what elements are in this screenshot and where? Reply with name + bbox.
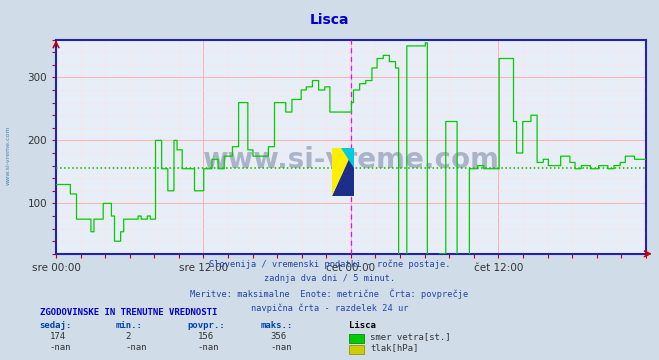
Text: navpična črta - razdelek 24 ur: navpična črta - razdelek 24 ur <box>251 303 408 312</box>
Text: sedaj:: sedaj: <box>40 321 72 330</box>
Text: -nan: -nan <box>125 343 147 352</box>
Text: povpr.:: povpr.: <box>188 321 225 330</box>
Text: 174: 174 <box>49 332 65 341</box>
Text: www.si-vreme.com: www.si-vreme.com <box>5 125 11 185</box>
Text: 356: 356 <box>270 332 286 341</box>
Text: maks.:: maks.: <box>260 321 293 330</box>
Polygon shape <box>332 148 355 195</box>
Text: 2: 2 <box>125 332 130 341</box>
Text: tlak[hPa]: tlak[hPa] <box>370 343 418 352</box>
Text: www.si-vreme.com: www.si-vreme.com <box>202 145 500 174</box>
Text: 156: 156 <box>198 332 214 341</box>
Text: ZGODOVINSKE IN TRENUTNE VREDNOSTI: ZGODOVINSKE IN TRENUTNE VREDNOSTI <box>40 308 217 317</box>
Text: -nan: -nan <box>270 343 292 352</box>
Text: Meritve: maksimalne  Enote: metrične  Črta: povprečje: Meritve: maksimalne Enote: metrične Črta… <box>190 289 469 299</box>
Text: min.:: min.: <box>115 321 142 330</box>
Text: zadnja dva dni / 5 minut.: zadnja dva dni / 5 minut. <box>264 274 395 283</box>
Text: Lisca: Lisca <box>310 13 349 27</box>
Polygon shape <box>341 148 355 168</box>
Text: -nan: -nan <box>198 343 219 352</box>
Text: Slovenija / vremenski podatki - ročne postaje.: Slovenija / vremenski podatki - ročne po… <box>209 260 450 269</box>
Text: smer vetra[st.]: smer vetra[st.] <box>370 332 451 341</box>
Text: -nan: -nan <box>49 343 71 352</box>
Polygon shape <box>332 148 355 195</box>
Text: Lisca: Lisca <box>349 321 376 330</box>
